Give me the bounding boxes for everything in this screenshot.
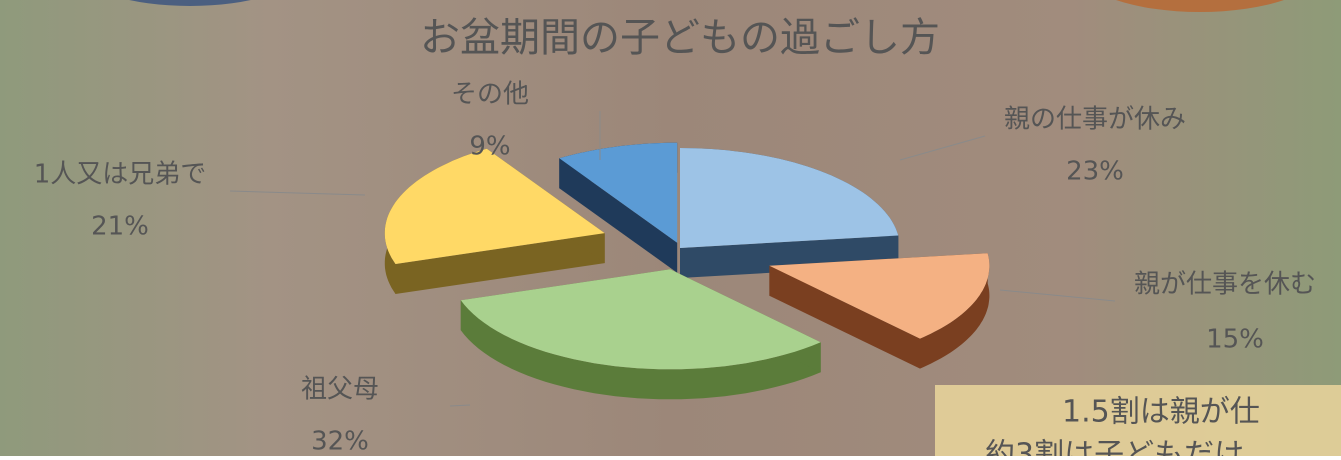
- value-label: 32%: [311, 427, 369, 457]
- slice: [680, 148, 899, 248]
- decor-ellipse: [129, 0, 251, 6]
- slice: [460, 269, 821, 370]
- value-label: 15%: [1206, 325, 1264, 355]
- leader-line: [449, 404, 471, 407]
- slice-side: [769, 265, 920, 369]
- slice-side: [395, 233, 605, 294]
- note-box: [935, 385, 1341, 456]
- category-label: 1人又は兄弟で: [34, 160, 207, 190]
- slice-side: [559, 158, 678, 273]
- slice: [384, 148, 605, 264]
- value-label: 21%: [91, 212, 149, 242]
- chart-title: お盆期間の子どもの過ごし方: [420, 15, 940, 61]
- slice: [769, 253, 990, 339]
- category-label: 親が仕事を休む: [1134, 270, 1316, 300]
- leader-line: [999, 289, 1116, 302]
- category-label: その他: [451, 80, 529, 110]
- slice-side: [920, 253, 990, 369]
- slice: [559, 142, 678, 243]
- category-label: 祖父母: [301, 375, 379, 405]
- note-line: 約3割は子どもだけ: [985, 438, 1244, 457]
- value-label: 23%: [1066, 157, 1124, 187]
- decor-ellipse: [1116, 0, 1284, 12]
- value-label: 9%: [469, 132, 510, 162]
- leader-line: [229, 190, 366, 196]
- leader-line: [899, 135, 986, 161]
- category-label: 親の仕事が休み: [1004, 105, 1186, 135]
- note-line: 1.5割は親が仕: [1062, 395, 1260, 430]
- slice-side: [460, 300, 821, 400]
- pie: [384, 142, 990, 400]
